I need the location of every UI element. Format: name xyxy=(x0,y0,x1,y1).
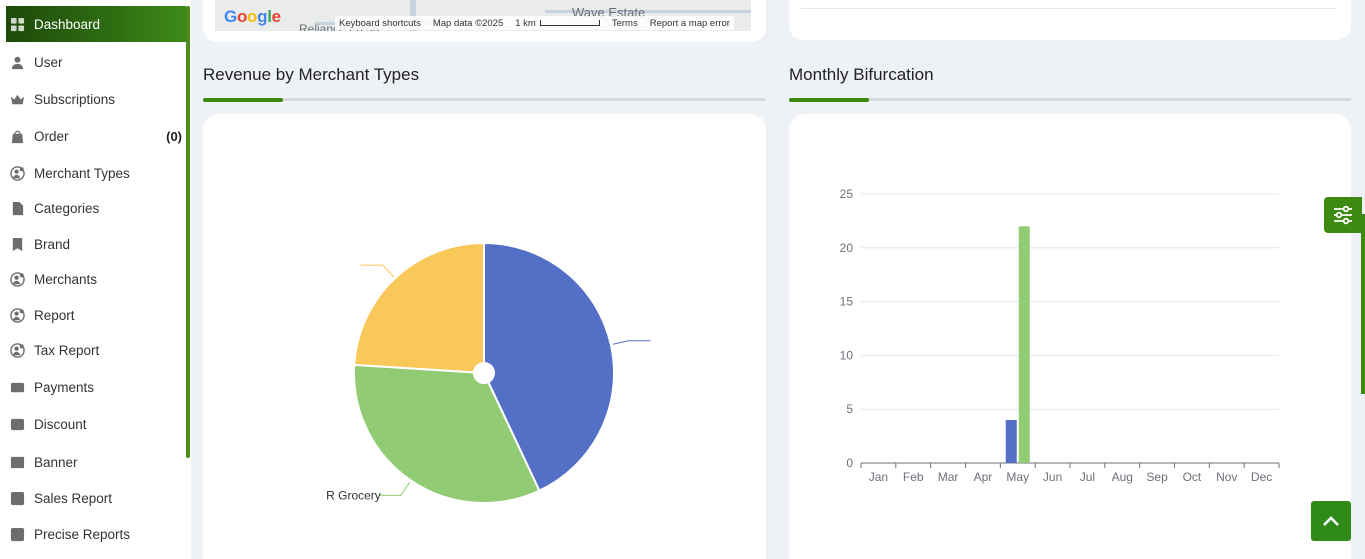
map-footer: Keyboard shortcuts Map data ©2025 1 km T… xyxy=(335,16,734,30)
x-tick-label: Apr xyxy=(974,470,993,484)
sidebar-item-categories[interactable]: Categories xyxy=(6,191,186,225)
image-icon xyxy=(8,453,26,471)
chart-icon xyxy=(8,489,26,507)
right-edge-bar xyxy=(1361,214,1365,394)
pie-leader-line xyxy=(360,264,395,278)
bar[interactable] xyxy=(1018,226,1030,463)
sidebar-item-banner[interactable]: Banner xyxy=(6,445,186,479)
x-tick-label: Feb xyxy=(903,470,924,484)
y-tick-label: 20 xyxy=(840,241,854,255)
chart-icon xyxy=(8,525,26,543)
keyboard-shortcuts-link[interactable]: Keyboard shortcuts xyxy=(339,17,421,29)
sidebar-item-label: Discount xyxy=(34,416,87,432)
sidebar-item-label: Report xyxy=(34,307,75,323)
percent-icon xyxy=(8,415,26,433)
sidebar-item-label: Dashboard xyxy=(34,16,101,32)
settings-sliders-button[interactable] xyxy=(1324,197,1362,233)
sidebar-item-payments[interactable]: Payments xyxy=(6,370,186,404)
sidebar-item-label: Tax Report xyxy=(34,342,100,358)
sidebar-item-label: Subscriptions xyxy=(34,91,116,107)
card-icon xyxy=(8,378,26,396)
sidebar-item-label: Precise Reports xyxy=(34,526,131,542)
x-tick-label: May xyxy=(1006,470,1029,484)
sidebar-item-label: Brand xyxy=(34,236,71,252)
bag-icon xyxy=(8,127,26,145)
crown-icon xyxy=(8,90,26,108)
sidebar-item-label: Categories xyxy=(34,200,100,216)
pie-slice[interactable] xyxy=(353,363,541,504)
top-right-card xyxy=(789,0,1351,40)
bar[interactable] xyxy=(1005,419,1017,463)
sidebar-item-sales-report[interactable]: Sales Report xyxy=(6,481,186,515)
x-tick-label: Jul xyxy=(1080,470,1095,484)
x-tick-label: Nov xyxy=(1216,470,1237,484)
sliders-icon xyxy=(1334,205,1352,225)
monthly-section-rule xyxy=(789,97,1351,102)
revenue-chart-card: R Grocery xyxy=(203,114,766,559)
revenue-pie-chart[interactable]: R Grocery xyxy=(203,114,766,559)
user-gear-icon xyxy=(8,164,26,182)
user-gear-icon xyxy=(8,306,26,324)
user-icon xyxy=(8,53,26,71)
sidebar-item-label: Sales Report xyxy=(34,490,113,506)
sidebar-item-brand[interactable]: Brand xyxy=(6,227,186,261)
map-scale: 1 km xyxy=(515,18,600,29)
x-tick-label: Oct xyxy=(1183,470,1202,484)
y-tick-label: 0 xyxy=(846,456,853,470)
revenue-section-rule xyxy=(203,97,766,102)
pie-leader-line xyxy=(612,340,651,345)
scroll-to-top-button[interactable] xyxy=(1311,501,1351,541)
document-icon xyxy=(8,199,26,217)
sidebar-item-user[interactable]: User xyxy=(6,45,186,79)
grid-icon xyxy=(8,15,26,33)
y-tick-label: 10 xyxy=(840,348,854,362)
sidebar-item-merchants[interactable]: Merchants xyxy=(6,262,186,296)
report-map-error-link[interactable]: Report a map error xyxy=(649,17,730,29)
y-tick-label: 5 xyxy=(846,402,853,416)
sidebar-item-label: Merchant Types xyxy=(34,165,130,181)
chevron-up-icon xyxy=(1323,516,1339,526)
x-tick-label: Mar xyxy=(938,470,959,484)
pie-leader-line xyxy=(378,481,411,496)
sidebar-item-tax-report[interactable]: Tax Report xyxy=(6,333,186,367)
sidebar-item-label: Order xyxy=(34,128,69,144)
user-gear-icon xyxy=(8,270,26,288)
sidebar-item-dashboard[interactable]: Dashboard xyxy=(6,6,186,42)
pie-slice-label: R Grocery xyxy=(326,488,381,502)
terms-link[interactable]: Terms xyxy=(611,17,638,29)
monthly-chart-card: 0 5 10 15 20 25 Jan Feb Mar Apr May Jun Jul Aug Sep Oct… xyxy=(789,114,1351,559)
x-tick-label: Dec xyxy=(1251,470,1272,484)
pie-slice[interactable] xyxy=(483,241,615,492)
sidebar-item-subscriptions[interactable]: Subscriptions xyxy=(6,82,186,116)
sidebar-item-label: Merchants xyxy=(34,271,98,287)
pie-slice[interactable] xyxy=(353,241,485,374)
bookmark-icon xyxy=(8,235,26,253)
revenue-section-title: Revenue by Merchant Types xyxy=(203,65,420,84)
x-tick-label: Aug xyxy=(1112,470,1133,484)
monthly-section-title: Monthly Bifurcation xyxy=(789,65,934,84)
sidebar-item-label: Banner xyxy=(34,454,78,470)
monthly-bar-chart[interactable]: 0 5 10 15 20 25 Jan Feb Mar Apr May Jun Jul Aug Sep Oct… xyxy=(789,114,1351,559)
map-data-text: Map data ©2025 xyxy=(432,17,504,29)
user-gear-icon xyxy=(8,341,26,359)
sidebar: Dashboard User Subscriptions Order (0) Mercha… xyxy=(0,0,191,559)
sidebar-item-label: User xyxy=(34,54,63,70)
sidebar-item-order[interactable]: Order (0) xyxy=(6,119,186,153)
x-tick-label: Jan xyxy=(869,470,888,484)
x-tick-label: Sep xyxy=(1146,470,1168,484)
google-logo: Google xyxy=(224,7,281,26)
sidebar-item-merchant-types[interactable]: Merchant Types xyxy=(6,156,186,190)
x-tick-label: Jun xyxy=(1043,470,1062,484)
sidebar-item-precise-reports[interactable]: Precise Reports xyxy=(6,517,186,551)
sidebar-item-discount[interactable]: Discount xyxy=(6,407,186,441)
sidebar-item-report[interactable]: Report xyxy=(6,298,186,332)
y-tick-label: 15 xyxy=(840,295,854,309)
sidebar-scrollbar[interactable] xyxy=(186,6,190,458)
y-tick-label: 25 xyxy=(840,187,854,201)
sidebar-item-label: Payments xyxy=(34,379,95,395)
order-count-badge: (0) xyxy=(166,128,182,144)
